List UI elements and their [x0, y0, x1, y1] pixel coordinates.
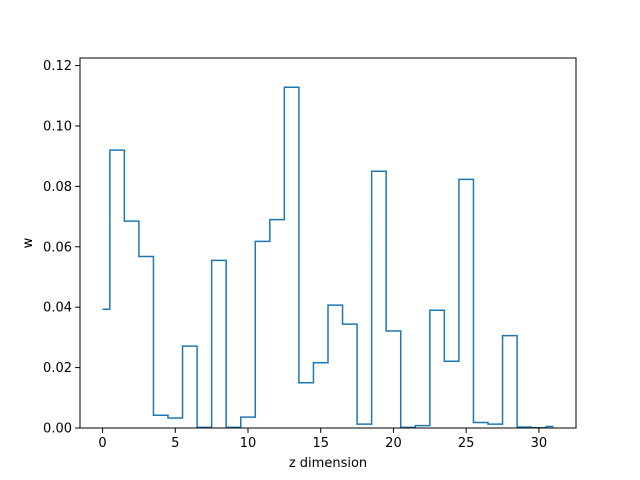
x-tick-label: 20 — [385, 436, 402, 451]
y-tick-label: 0.02 — [43, 361, 72, 376]
y-tick-label: 0.06 — [43, 240, 72, 255]
y-tick-label: 0.12 — [43, 59, 72, 74]
x-axis-label: z dimension — [289, 456, 367, 471]
y-tick-label: 0.04 — [43, 301, 72, 316]
x-tick-label: 25 — [458, 436, 475, 451]
y-tick-label: 0.00 — [43, 422, 72, 437]
x-tick-label: 10 — [240, 436, 257, 451]
x-tick-label: 5 — [171, 436, 179, 451]
x-tick-label: 0 — [98, 436, 106, 451]
series-layer — [102, 86, 554, 429]
plot-frame — [79, 57, 577, 429]
y-axis-label: w — [21, 237, 36, 248]
y-tick-label: 0.10 — [43, 119, 72, 134]
x-tick-label: 30 — [531, 436, 548, 451]
x-axis-ticks: 0 5 10 15 20 25 30 — [98, 428, 547, 451]
series-step-line — [102, 86, 554, 429]
x-tick-label: 15 — [312, 436, 329, 451]
y-tick-label: 0.08 — [43, 180, 72, 195]
plot-area — [80, 58, 576, 428]
y-axis-ticks: 0.00 0.02 0.04 0.06 0.08 0.10 0.12 — [43, 59, 80, 437]
